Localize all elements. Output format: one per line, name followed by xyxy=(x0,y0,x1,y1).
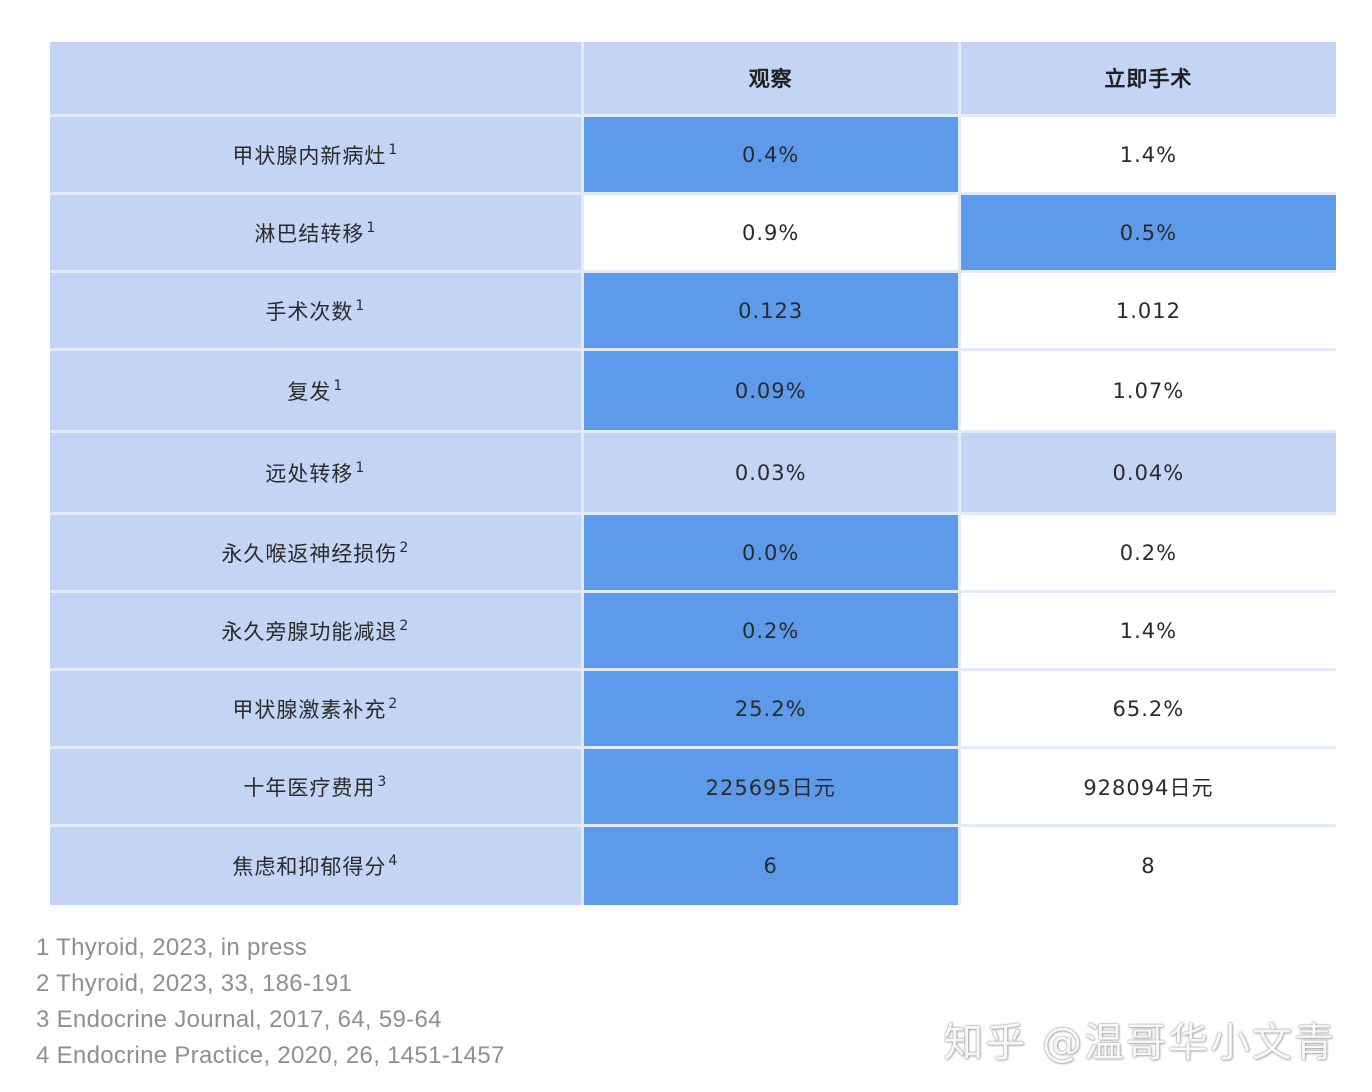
table-row: 十年医疗费用 3 225695日元 928094日元 xyxy=(50,749,1336,827)
row-label: 手术次数 xyxy=(265,299,354,324)
row-label: 永久旁腺功能减退 xyxy=(221,619,398,644)
row-label: 复发 xyxy=(287,379,332,404)
observe-value-cell: 0.2% xyxy=(583,593,961,671)
observe-value-cell: 0.09% xyxy=(583,351,961,433)
footnote-2: 2 Thyroid, 2023, 33, 186-191 xyxy=(36,970,353,997)
row-label: 远处转移 xyxy=(265,461,354,486)
row-label-cell: 甲状腺激素补充 2 xyxy=(50,671,584,749)
table-row: 甲状腺激素补充 2 25.2% 65.2% xyxy=(50,671,1336,749)
reference-superscript: 4 xyxy=(388,853,399,869)
footnotes: 1 Thyroid, 2023, in press 2 Thyroid, 202… xyxy=(36,930,505,1074)
row-label: 焦虑和抑郁得分 xyxy=(232,855,387,879)
table-row: 淋巴结转移 1 0.9% 0.5% xyxy=(50,195,1336,273)
reference-superscript: 2 xyxy=(388,695,399,712)
reference-superscript: 1 xyxy=(355,297,366,314)
observe-value-cell: 0.03% xyxy=(583,433,961,515)
row-label-cell: 永久旁腺功能减退 2 xyxy=(50,593,584,671)
reference-superscript: 2 xyxy=(399,617,410,634)
table-row: 焦虑和抑郁得分 4 6 8 xyxy=(50,827,1336,905)
comparison-table: 观察 立即手术 甲状腺内新病灶 1 0.4% 1.4% 淋巴结转移 1 0.9% 0.5% 手术… xyxy=(50,42,1336,905)
footnote-4: 4 Endocrine Practice, 2020, 26, 1451-145… xyxy=(36,1042,505,1069)
observe-value-cell: 0.4% xyxy=(583,117,961,195)
watermark: 知乎 @温哥华小文青 xyxy=(943,1020,1336,1066)
row-label: 甲状腺激素补充 xyxy=(232,697,387,722)
row-label-cell: 复发 1 xyxy=(50,351,584,433)
row-label: 甲状腺内新病灶 xyxy=(232,143,387,168)
row-label: 十年医疗费用 xyxy=(243,775,376,800)
surgery-value-cell: 1.4% xyxy=(960,593,1336,671)
surgery-value-cell: 65.2% xyxy=(960,671,1336,749)
table-row: 甲状腺内新病灶 1 0.4% 1.4% xyxy=(50,117,1336,195)
row-label: 永久喉返神经损伤 xyxy=(221,541,398,566)
surgery-value-cell: 0.04% xyxy=(960,433,1336,515)
observe-value-cell: 0.123 xyxy=(583,273,961,351)
row-label-cell: 永久喉返神经损伤 2 xyxy=(50,515,584,593)
table-header-row: 观察 立即手术 xyxy=(50,42,1336,117)
surgery-value-cell: 0.5% xyxy=(960,195,1336,273)
observe-value-cell: 0.0% xyxy=(583,515,961,593)
observe-value-cell: 225695日元 xyxy=(583,749,961,827)
surgery-value-cell: 1.012 xyxy=(960,273,1336,351)
reference-superscript: 3 xyxy=(377,773,388,790)
reference-superscript: 1 xyxy=(366,219,377,236)
row-label-cell: 远处转移 1 xyxy=(50,433,584,515)
reference-superscript: 2 xyxy=(399,539,410,556)
header-observe: 观察 xyxy=(583,42,961,117)
footnote-3: 3 Endocrine Journal, 2017, 64, 59-64 xyxy=(36,1006,442,1033)
observe-value-cell: 25.2% xyxy=(583,671,961,749)
row-label-cell: 焦虑和抑郁得分 4 xyxy=(50,827,584,905)
table-row: 复发 1 0.09% 1.07% xyxy=(50,351,1336,433)
surgery-value-cell: 928094日元 xyxy=(960,749,1336,827)
footnote-1: 1 Thyroid, 2023, in press xyxy=(36,934,308,961)
reference-superscript: 1 xyxy=(333,377,344,394)
header-surgery: 立即手术 xyxy=(960,42,1336,117)
table-row: 远处转移 1 0.03% 0.04% xyxy=(50,433,1336,515)
row-label-cell: 手术次数 1 xyxy=(50,273,584,351)
table-body: 甲状腺内新病灶 1 0.4% 1.4% 淋巴结转移 1 0.9% 0.5% 手术次数 1 0.123… xyxy=(50,117,1336,905)
surgery-value-cell: 1.4% xyxy=(960,117,1336,195)
row-label: 淋巴结转移 xyxy=(254,221,365,246)
observe-value-cell: 6 xyxy=(583,827,961,905)
row-label-cell: 淋巴结转移 1 xyxy=(50,195,584,273)
table-row: 手术次数 1 0.123 1.012 xyxy=(50,273,1336,351)
table-row: 永久喉返神经损伤 2 0.0% 0.2% xyxy=(50,515,1336,593)
header-empty-cell xyxy=(50,42,584,117)
surgery-value-cell: 0.2% xyxy=(960,515,1336,593)
row-label-cell: 甲状腺内新病灶 1 xyxy=(50,117,584,195)
table-row: 永久旁腺功能减退 2 0.2% 1.4% xyxy=(50,593,1336,671)
surgery-value-cell: 8 xyxy=(960,827,1336,905)
observe-value-cell: 0.9% xyxy=(583,195,961,273)
surgery-value-cell: 1.07% xyxy=(960,351,1336,433)
reference-superscript: 1 xyxy=(355,459,366,476)
row-label-cell: 十年医疗费用 3 xyxy=(50,749,584,827)
reference-superscript: 1 xyxy=(388,141,399,158)
